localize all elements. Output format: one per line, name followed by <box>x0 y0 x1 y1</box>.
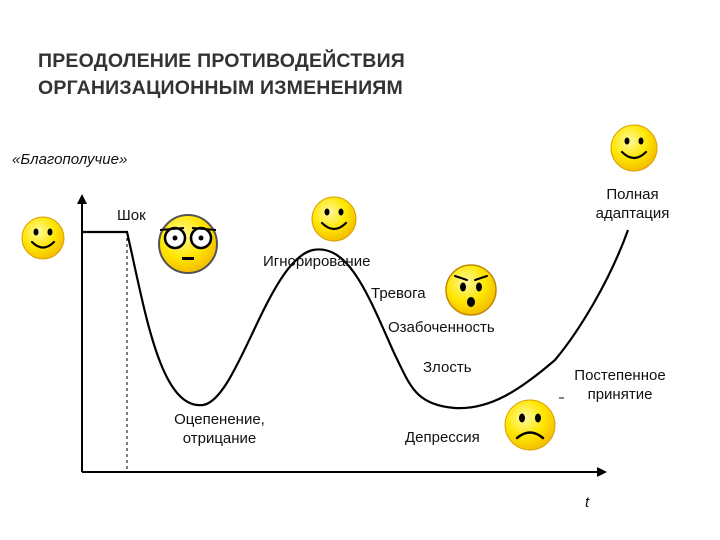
stage-gradual-line-1: Постепенное <box>574 367 666 384</box>
stage-anxiety: Тревога <box>371 285 426 302</box>
stage-numbness-line-2: отрицание <box>182 430 257 447</box>
stage-shock: Шок <box>117 207 146 224</box>
smiley-happy-icon <box>311 196 357 242</box>
title-line-2: ОРГАНИЗАЦИОННЫМ ИЗМЕНЕНИЯМ <box>38 77 403 99</box>
x-axis-label: t <box>585 494 590 511</box>
stage-gradual-acceptance: Постепенное принятие <box>560 366 680 404</box>
y-axis-label: «Благополучие» <box>12 151 128 168</box>
stage-full-adaptation: Полная адаптация <box>575 185 690 223</box>
stage-worry: Озабоченность <box>388 319 495 336</box>
stage-depression: Депрессия <box>405 429 480 446</box>
stage-ignoring: Игнорирование <box>263 253 371 270</box>
page-title: ПРЕОДОЛЕНИЕ ПРОТИВОДЕЙСТВИЯ ОРГАНИЗАЦИОН… <box>38 48 405 102</box>
stage-anger: Злость <box>423 359 472 376</box>
stage-numbness-line-1: Оцепенение, <box>174 411 265 428</box>
smiley-worried-icon <box>445 264 497 316</box>
title-line-1: ПРЕОДОЛЕНИЕ ПРОТИВОДЕЙСТВИЯ <box>38 50 406 72</box>
smiley-happy-icon <box>21 216 65 260</box>
change-curve <box>82 229 630 410</box>
smiley-happy-icon <box>610 124 658 172</box>
stage-full-line-2: адаптация <box>595 205 670 222</box>
smiley-sad-icon <box>504 399 556 451</box>
stage-numbness: Оцепенение, отрицание <box>162 410 277 448</box>
stage-gradual-line-2: принятие <box>587 386 653 403</box>
stage-full-line-1: Полная <box>606 186 659 203</box>
smiley-shocked-icon <box>158 214 218 274</box>
